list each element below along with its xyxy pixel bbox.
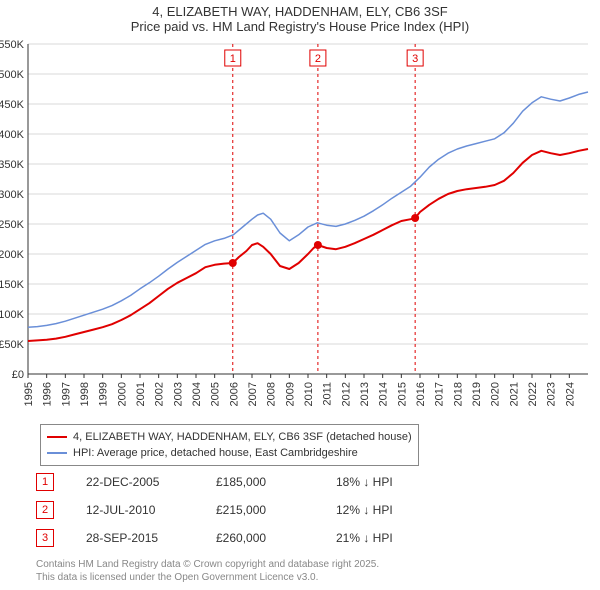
y-tick-label: £400K — [0, 129, 25, 141]
y-tick-label: £0 — [12, 369, 24, 381]
series-hpi — [28, 92, 588, 327]
x-tick-label: 2004 — [191, 382, 203, 406]
x-tick-label: 2010 — [303, 382, 315, 406]
sales-row: 3 28-SEP-2015£260,00021% ↓ HPI — [36, 524, 456, 552]
x-tick-label: 2001 — [135, 382, 147, 406]
x-tick-label: 2018 — [452, 382, 464, 406]
x-tick-label: 2014 — [378, 382, 390, 406]
x-tick-label: 2020 — [490, 382, 502, 406]
sale-marker-box: 1 — [36, 473, 54, 491]
y-tick-label: £50K — [0, 339, 25, 351]
legend-swatch — [47, 436, 67, 438]
sale-date: 22-DEC-2005 — [86, 475, 216, 489]
x-tick-label: 2022 — [527, 382, 539, 406]
footer-line-2: This data is licensed under the Open Gov… — [36, 571, 379, 584]
y-tick-label: £450K — [0, 99, 25, 111]
x-tick-label: 2016 — [415, 382, 427, 406]
sale-dot — [314, 241, 322, 249]
sale-price: £185,000 — [216, 475, 336, 489]
legend: 4, ELIZABETH WAY, HADDENHAM, ELY, CB6 3S… — [40, 424, 419, 466]
x-tick-label: 2012 — [340, 382, 352, 406]
x-tick-label: 1999 — [98, 382, 110, 406]
footer-line-1: Contains HM Land Registry data © Crown c… — [36, 558, 379, 571]
y-tick-label: £300K — [0, 189, 25, 201]
x-tick-label: 1997 — [60, 382, 72, 406]
x-tick-label: 2007 — [247, 382, 259, 406]
sale-marker-number: 1 — [230, 53, 236, 65]
series-price_paid — [28, 149, 588, 341]
sale-dot — [229, 259, 237, 267]
x-tick-label: 2006 — [228, 382, 240, 406]
legend-label: HPI: Average price, detached house, East… — [73, 445, 358, 461]
x-tick-label: 2011 — [322, 382, 334, 406]
x-tick-label: 2017 — [434, 382, 446, 406]
sale-hpi-delta: 18% ↓ HPI — [336, 475, 456, 489]
footer-note: Contains HM Land Registry data © Crown c… — [36, 558, 379, 584]
sale-price: £260,000 — [216, 531, 336, 545]
sales-row: 1 22-DEC-2005£185,00018% ↓ HPI — [36, 468, 456, 496]
x-tick-label: 2009 — [284, 382, 296, 406]
x-tick-label: 2024 — [564, 382, 576, 406]
sale-marker-box: 2 — [36, 501, 54, 519]
x-tick-label: 2000 — [116, 382, 128, 406]
sale-date: 28-SEP-2015 — [86, 531, 216, 545]
legend-swatch — [47, 452, 67, 454]
sale-date: 12-JUL-2010 — [86, 503, 216, 517]
legend-row: 4, ELIZABETH WAY, HADDENHAM, ELY, CB6 3S… — [47, 429, 412, 445]
y-tick-label: £550K — [0, 39, 25, 51]
sales-row: 2 12-JUL-2010£215,00012% ↓ HPI — [36, 496, 456, 524]
x-tick-label: 2023 — [546, 382, 558, 406]
y-tick-label: £500K — [0, 69, 25, 81]
y-tick-label: £250K — [0, 219, 25, 231]
y-tick-label: £200K — [0, 249, 25, 261]
sale-hpi-delta: 21% ↓ HPI — [336, 531, 456, 545]
x-tick-label: 2005 — [210, 382, 222, 406]
y-tick-label: £150K — [0, 279, 25, 291]
x-tick-label: 1995 — [23, 382, 35, 406]
legend-row: HPI: Average price, detached house, East… — [47, 445, 412, 461]
x-tick-label: 2019 — [471, 382, 483, 406]
x-tick-label: 1996 — [42, 382, 54, 406]
sale-price: £215,000 — [216, 503, 336, 517]
x-tick-label: 2021 — [508, 382, 520, 406]
x-tick-label: 2003 — [172, 382, 184, 406]
x-tick-label: 1998 — [79, 382, 91, 406]
sale-dot — [411, 214, 419, 222]
chart-container: 4, ELIZABETH WAY, HADDENHAM, ELY, CB6 3S… — [0, 0, 600, 590]
sale-marker-box: 3 — [36, 529, 54, 547]
sales-table: 1 22-DEC-2005£185,00018% ↓ HPI 2 12-JUL-201… — [36, 468, 456, 552]
sale-hpi-delta: 12% ↓ HPI — [336, 503, 456, 517]
y-tick-label: £100K — [0, 309, 25, 321]
chart-svg: £0 £50K £100K £150K £200K £250K £300K £350K £400… — [0, 0, 600, 424]
y-tick-label: £350K — [0, 159, 25, 171]
x-tick-label: 2015 — [396, 382, 408, 406]
legend-label: 4, ELIZABETH WAY, HADDENHAM, ELY, CB6 3S… — [73, 429, 412, 445]
x-tick-label: 2008 — [266, 382, 278, 406]
x-tick-label: 2013 — [359, 382, 371, 406]
sale-marker-number: 2 — [315, 53, 321, 65]
sale-marker-number: 3 — [412, 53, 418, 65]
x-tick-label: 2002 — [154, 382, 166, 406]
